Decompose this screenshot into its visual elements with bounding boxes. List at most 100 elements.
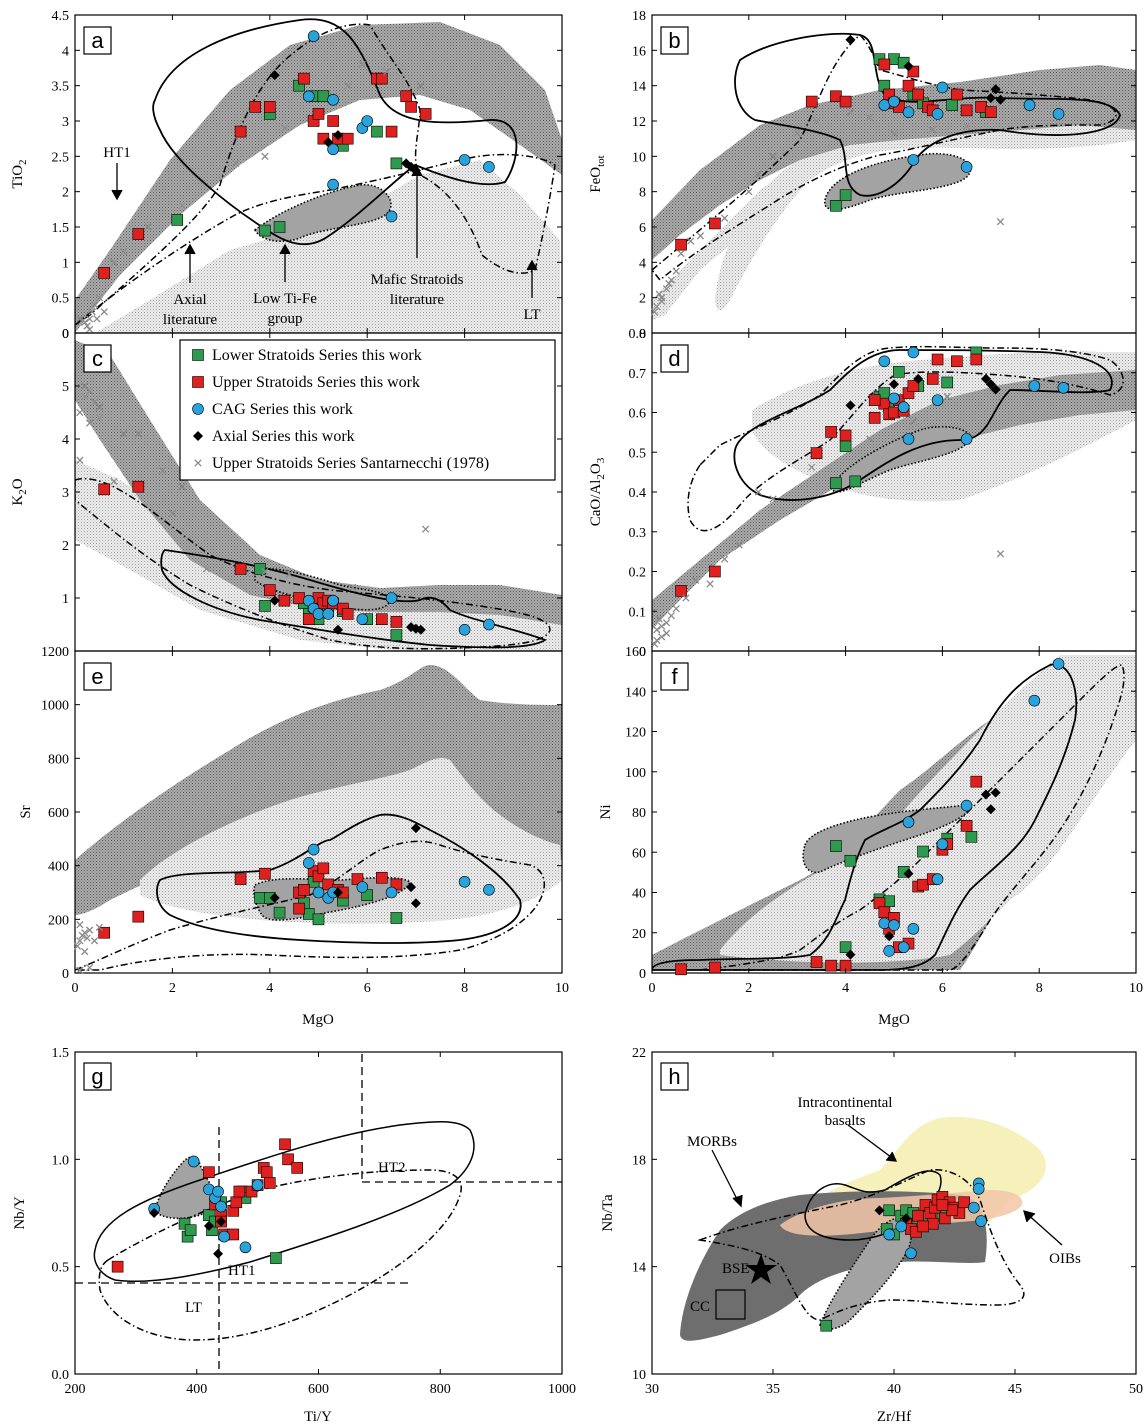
legend: Lower Stratoids Series this work Upper St… [179,339,556,481]
panel-c-point-sant-18 [348,583,357,592]
panel-g-frame [74,1051,563,1375]
panel-b-point-sant-17 [890,129,898,138]
panel-a-point-upper-14 [400,90,412,103]
panel-c-point-sant-12 [159,467,167,475]
panel-a-point-sant-11 [120,248,128,256]
panel-d-ylabel-sub: 2 [595,474,607,480]
panel-e-point-sant-7 [90,937,99,945]
panel-a-point-sant-16 [280,124,289,132]
panel-f-point-lower-9 [965,831,978,843]
panel-f-point-axial-5 [990,787,1001,798]
legend-marker-cag [192,403,204,415]
panel-f-ytick-label-6: 120 [625,726,646,741]
panel-d-point-cag-6 [960,433,973,445]
panel-b-point-upper-13 [951,88,963,101]
panel-a-point-sant-17 [344,82,352,90]
panel-c-field-dark [75,340,562,625]
panel-b-point-sant-7 [687,237,695,245]
panel-a-ylabel-sub: 2 [17,159,29,165]
panel-d-ytick-label-5: 0.5 [629,446,647,461]
panel-d-ytick-label-3: 0.3 [629,526,647,541]
panel-g-point-upper-14 [282,1153,294,1166]
panel-f-fields [652,655,1136,971]
panel-e-point-sant-3 [81,929,89,937]
panel-d-point-upper-3 [825,426,837,438]
panel-g-point-upper-12 [263,1177,276,1189]
panel-a-point-sant-6 [95,294,104,302]
panel-b-point-upper-4 [839,95,852,108]
panel-h-point-cag-1 [895,1220,908,1233]
panel-b-point-cag-1 [888,95,900,108]
panel-g: 0.0 0.5 1.0 1.5 200 400 600 800 1000 Ti/Y Nb/Y g… [12,1046,576,1425]
panel-a-contour-mafic [152,18,518,246]
panel-c-point-sant-17 [285,570,293,578]
panel-e: 0 200 400 600 800 1000 1200 0 2 4 6 8 10 MgO Sr e [18,645,569,1028]
panel-d-point-sant-12 [735,541,743,549]
annotation-h-morbs: MORBs [687,1134,737,1150]
panel-d-point-sant-0 [653,636,661,645]
panel-f-xlabel: MgO [878,1012,910,1028]
legend-marker-axial [193,431,203,441]
panel-d-ylabel-tail: O [588,463,604,474]
panel-f-xtick-label-4: 8 [1036,981,1043,996]
panel-b-point-sant-3 [658,297,666,305]
panel-a-point-sant-12 [144,223,152,231]
legend-label-upper: Upper Stratoids Series this work [212,374,420,391]
panel-d-ytick-label-1: 0.1 [629,605,647,620]
panel-c-point-axial-4 [415,624,426,635]
panel-a-ytick-label-9: 4.5 [52,9,70,24]
panel-b-point-cag-3 [907,154,920,166]
panel-d-point-sant-3 [653,626,661,634]
panel-g-ytick-label-0: 0.0 [52,1368,70,1383]
panel-g-point-lower-9 [270,1252,282,1264]
panel-f-point-cag-9 [1028,694,1041,707]
panel-b-point-sant-4 [667,276,676,284]
panel-b-point-upper-10 [907,65,920,78]
panel-b-point-cag-7 [1023,99,1036,111]
panel-h-point-cag-3 [968,1201,980,1214]
panel-e-ticks: 0 200 400 600 800 1000 1200 0 2 4 6 8 10 [41,645,569,996]
panel-d-point-sant-13 [754,488,763,496]
legend-marker-lower [192,349,204,361]
panel-a-point-sant-18 [383,67,391,76]
panel-h-ticks: 10 14 18 22 30 35 40 45 50 [632,1046,1143,1397]
panel-a-annotations [111,163,538,298]
annotation-a-ht1: HT1 [103,145,131,161]
panel-h-point-upper-14 [946,1204,958,1217]
panel-b-point-sant-21 [650,308,659,316]
panel-a-point-lower-8 [259,224,271,237]
panel-a-point-sant-13 [178,202,186,210]
panel-f-ylabel: Ni [598,805,614,820]
panel-d-ylabel: CaO/Al2O3 [588,457,607,526]
panel-d-point-cag-4 [907,346,920,359]
panel-a-ytick-label-1: 0.5 [52,292,70,307]
panel-c-point-upper-12 [376,613,388,626]
legend-label-sant: Upper Stratoids Series Santarnecchi (197… [212,455,489,472]
panel-a-point-cag-5 [327,178,339,191]
panel-h-point-axial-0 [874,1205,885,1216]
panel-h-cc-box [715,1289,746,1320]
panel-d-point-lower-6 [893,366,905,378]
panel-f-point-upper-16 [960,819,973,832]
panel-g-point-cag-8 [251,1179,264,1191]
panel-f-xtick-label-1: 2 [745,981,752,996]
panel-g-point-axial-2 [213,1248,224,1259]
panel-e-point-cag-8 [483,884,495,896]
annotation-a-axial-1: Axial [173,292,206,308]
panel-h-ytick-label-3: 22 [632,1046,646,1061]
panel-b-point-sant-2 [662,285,671,293]
panel-d-point-lower-0 [830,477,842,489]
panel-d-point-upper-8 [888,406,900,419]
panel-b-point-upper-15 [975,101,987,113]
panel-g-point-cag-5 [215,1200,227,1213]
panel-h-point-lower-2 [883,1204,895,1217]
panel-f-contour-mafic [652,663,1078,971]
panel-f-point-upper-17 [970,775,983,788]
panel-b-contour-axial [652,33,1117,282]
panel-c-ytick-label-1: 1 [62,592,69,607]
panel-d-point-lower-4 [878,387,891,399]
panel-e-ytick-label-0: 0 [62,967,69,982]
panel-f-contour-axial [699,664,1125,971]
panel-c-ylabel-tail: O [10,478,26,489]
panel-a-point-upper-13 [376,72,388,85]
